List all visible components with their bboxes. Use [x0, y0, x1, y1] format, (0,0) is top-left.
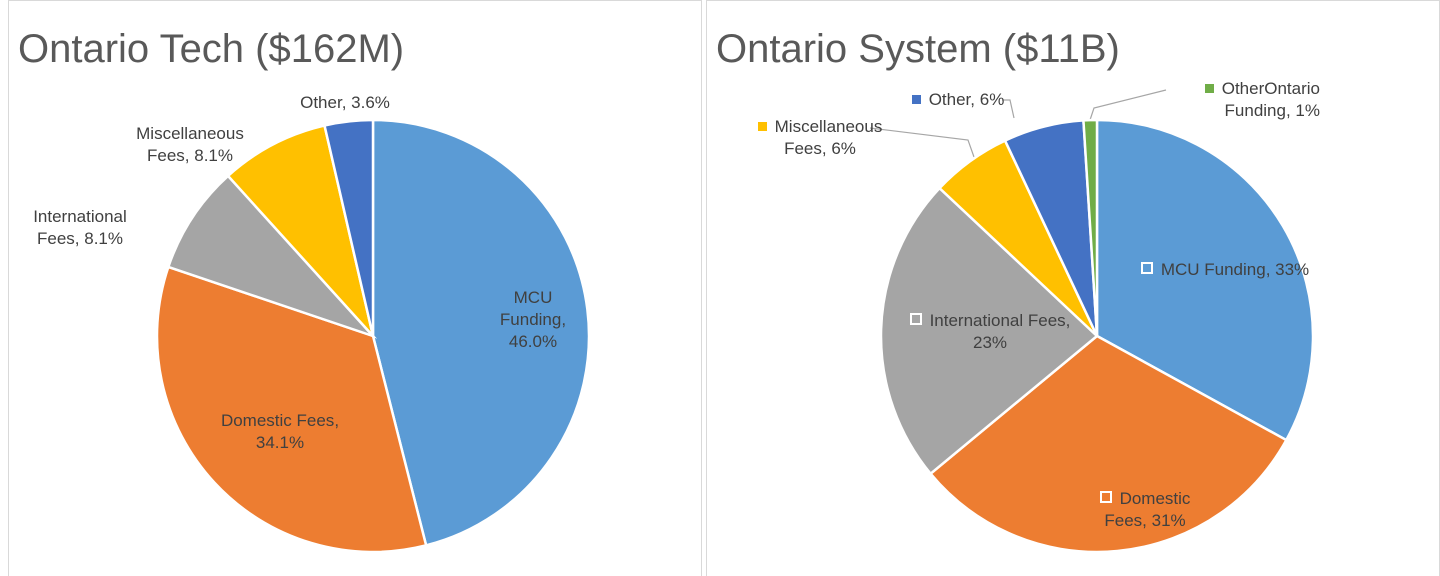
pie-slice: [879, 186, 1099, 476]
data-label: International Fees 23%: [905, 310, 1075, 354]
label-name: Other: [300, 93, 351, 112]
label-value: 46.0%: [508, 332, 558, 351]
pie-slice: [155, 265, 428, 554]
label-name: Domestic Fees: [221, 411, 339, 430]
legend-key: [909, 313, 922, 325]
pie-slice: [1082, 118, 1099, 337]
label-name: International Fees: [930, 311, 1071, 330]
leader-line: [1002, 99, 1015, 119]
label-value: 23%: [972, 333, 1008, 352]
data-label: International Fees8.1%: [10, 206, 150, 250]
data-label: Other3.6%: [265, 92, 425, 114]
data-label: OtherOntario Funding1%: [1190, 78, 1320, 122]
chart-title: Ontario Tech ($162M): [18, 27, 404, 71]
data-label: MCU Funding33%: [1140, 259, 1310, 281]
data-label: Domestic Fees 34.1%: [195, 410, 365, 454]
data-label: Miscellaneous Fees6%: [745, 116, 895, 160]
pie-slice: [323, 118, 375, 337]
label-name: MCU Funding: [500, 288, 566, 329]
label-value: 33%: [1275, 260, 1310, 279]
label-value: 31%: [1151, 511, 1186, 530]
label-value: 8.1%: [194, 146, 233, 165]
legend-key: [757, 122, 767, 131]
legend-key: [1140, 262, 1153, 274]
data-label: MCU Funding 46.0%: [493, 287, 573, 353]
pie-slice: [226, 124, 376, 341]
pie-slice: [1095, 118, 1315, 442]
label-value: 6%: [831, 139, 856, 158]
label-name: MCU Funding: [1161, 260, 1275, 279]
data-label: Miscellaneous Fees8.1%: [133, 123, 248, 167]
label-value: 8.1%: [84, 229, 123, 248]
data-label: Domestic Fees31%: [1080, 488, 1210, 532]
pie-slice: [928, 334, 1288, 554]
legend-key: [1204, 84, 1214, 93]
label-value: 1%: [1295, 101, 1320, 120]
legend-key: [1099, 491, 1112, 503]
leader-line: [1089, 89, 1167, 121]
label-value: 34.1%: [255, 433, 305, 452]
data-label: Other6%: [898, 89, 1018, 111]
pie-slice: [166, 174, 378, 339]
chart-title: Ontario System ($11B): [716, 27, 1120, 71]
label-value: 3.6%: [351, 93, 390, 112]
label-name: Miscellaneous Fees: [775, 117, 883, 158]
legend-key: [911, 95, 921, 104]
label-value: 6%: [979, 90, 1005, 109]
pie-slice: [371, 118, 591, 547]
leader-line: [869, 127, 975, 158]
label-name: Other: [929, 90, 980, 109]
